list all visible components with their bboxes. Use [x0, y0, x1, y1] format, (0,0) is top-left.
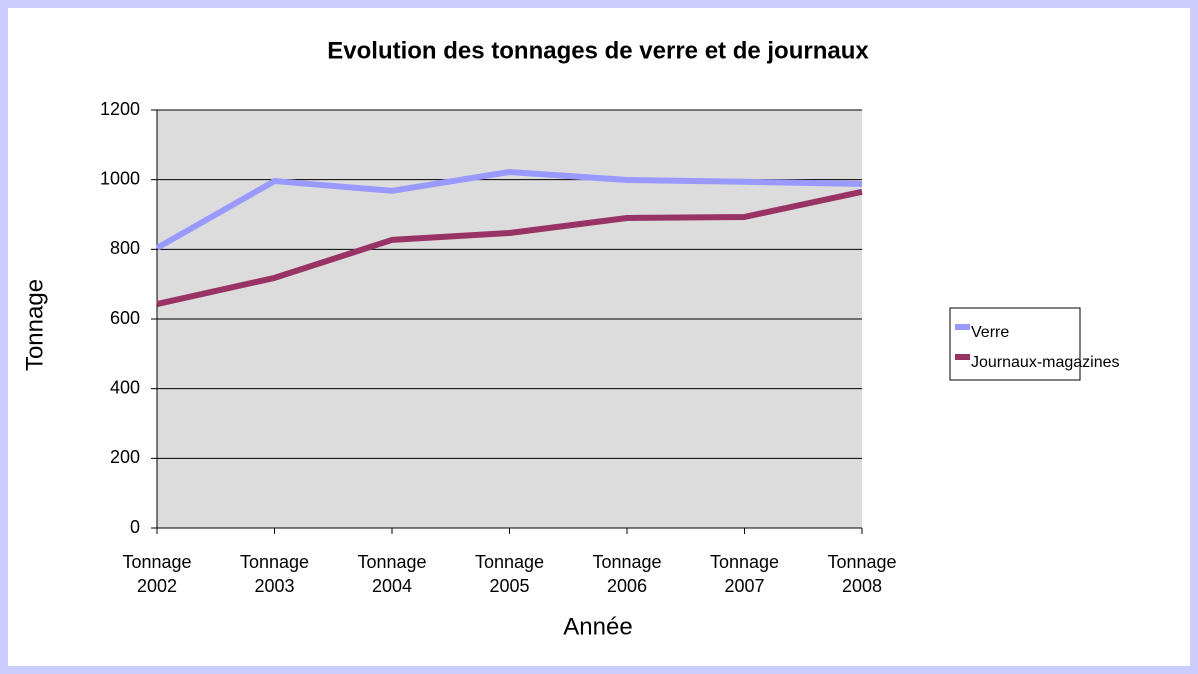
x-tick-label: Tonnage 2008 [827, 552, 897, 596]
y-tick-label: 200 [110, 447, 140, 467]
y-tick-label: 0 [130, 517, 140, 537]
x-tick-label: Tonnage 2005 [474, 552, 545, 596]
x-tick-label: Tonnage 2002 [122, 552, 192, 596]
y-tick-label: 800 [110, 238, 140, 258]
x-tick-label: Tonnage 2004 [357, 552, 427, 596]
legend-box [949, 307, 1081, 381]
y-tick-label: 1200 [100, 99, 140, 119]
line-series [155, 169, 863, 251]
x-tick-label: Tonnage 2007 [709, 552, 780, 596]
x-tick-label: Tonnage 2003 [239, 552, 310, 596]
legend-label: Journaux-magazines [971, 354, 1120, 371]
chart-title: Evolution des tonnages de verre et de jo… [327, 37, 869, 64]
y-tick-label: 400 [110, 377, 140, 397]
y-tick-label: 600 [110, 308, 140, 328]
x-tick-label: Tonnage 2006 [592, 552, 662, 596]
y-axis-label: Tonnage [21, 279, 48, 371]
legend-label: Verre [971, 324, 1009, 341]
y-tick-label: 1000 [100, 168, 140, 188]
line-series [156, 188, 863, 307]
x-axis-label: Année [563, 613, 632, 640]
